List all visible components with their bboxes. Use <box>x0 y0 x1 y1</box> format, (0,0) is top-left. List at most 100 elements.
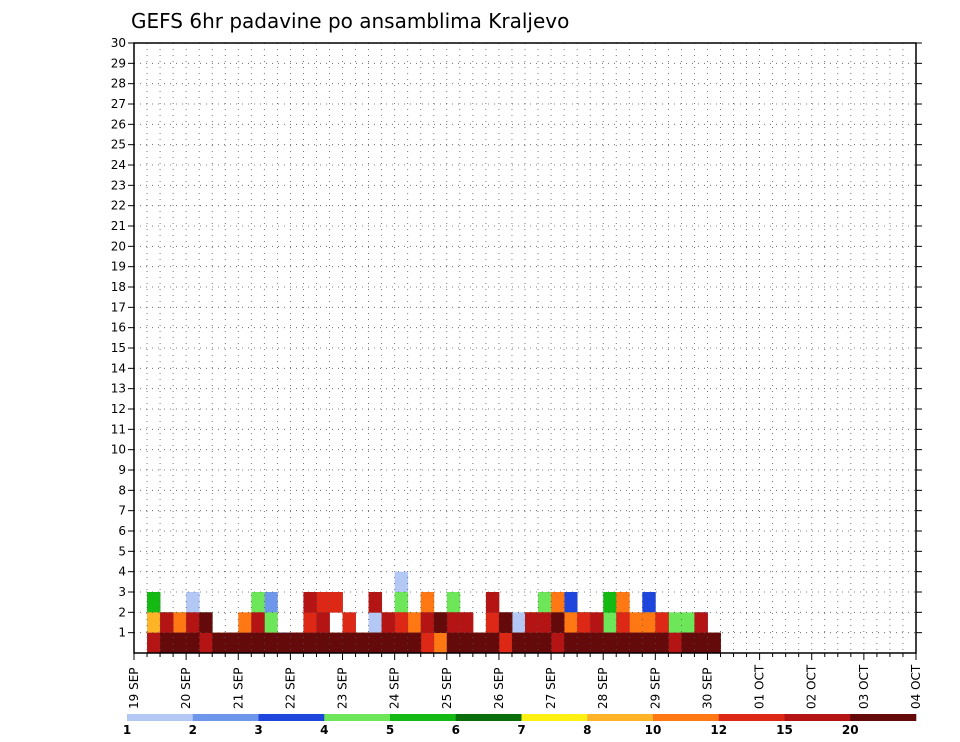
heat-cell <box>394 612 409 633</box>
x-tick-label: 20 SEP <box>179 667 193 709</box>
heat-cell <box>551 592 565 613</box>
heat-cell <box>160 612 174 633</box>
heat-cell <box>433 612 448 633</box>
y-tick-label: 11 <box>111 422 126 436</box>
heat-cell <box>238 612 252 633</box>
heat-cell <box>290 632 304 654</box>
heat-cell <box>251 592 265 613</box>
heat-cell <box>681 612 695 633</box>
legend-swatch <box>455 714 522 721</box>
legend-swatch <box>258 714 325 721</box>
heat-cell <box>525 612 539 633</box>
heat-cell <box>160 632 174 654</box>
y-axis-ticks: 1234567891011121314151617181920212223242… <box>111 36 922 640</box>
heat-cell <box>186 592 200 613</box>
heat-cell <box>707 632 721 654</box>
heat-cell <box>498 612 513 633</box>
legend-swatch <box>784 714 851 721</box>
y-tick-label: 10 <box>111 443 126 457</box>
heat-cell <box>355 632 369 654</box>
legend-label: 15 <box>776 723 793 737</box>
legend-label: 7 <box>517 723 525 737</box>
heat-cell <box>212 632 226 654</box>
heat-cell <box>564 592 578 613</box>
heat-cell <box>342 612 356 633</box>
x-tick-label: 25 SEP <box>440 667 454 709</box>
heat-cell <box>199 612 213 633</box>
heat-cell <box>446 612 461 633</box>
y-tick-label: 5 <box>118 544 126 558</box>
heat-cell <box>173 612 187 633</box>
heat-cell <box>368 592 383 613</box>
y-tick-label: 18 <box>111 280 126 294</box>
x-tick-label: 03 OCT <box>857 664 871 709</box>
x-tick-label: 24 SEP <box>388 667 402 709</box>
heat-cell <box>368 632 383 654</box>
x-tick-label: 04 OCT <box>909 664 923 709</box>
y-tick-label: 1 <box>118 626 126 640</box>
x-axis-ticks: 19 SEP 20 SEP 21 SEP 22 SEP 23 SEP 24 SEP 25 S… <box>127 653 923 709</box>
heat-cell <box>420 612 435 633</box>
heat-cell <box>459 632 474 654</box>
heat-cell <box>603 632 617 654</box>
y-tick-label: 6 <box>118 524 126 538</box>
x-tick-label: 29 SEP <box>648 667 662 709</box>
heat-cell <box>525 632 539 654</box>
heat-cell <box>316 612 330 633</box>
heat-cell <box>251 632 265 654</box>
heat-cell <box>381 612 396 633</box>
heat-cell <box>472 632 487 654</box>
y-tick-label: 17 <box>111 300 126 314</box>
legend-label: 1 <box>123 723 131 737</box>
heat-cell <box>485 592 500 613</box>
y-tick-label: 9 <box>118 463 126 477</box>
heat-cell <box>694 632 708 654</box>
y-tick-label: 24 <box>111 158 126 172</box>
legend-label: 6 <box>452 723 460 737</box>
heat-cell <box>577 632 591 654</box>
heat-cell <box>147 612 161 633</box>
heat-cell <box>538 632 552 654</box>
heat-cell <box>433 632 448 654</box>
legend-swatch <box>324 714 391 721</box>
y-tick-label: 13 <box>111 382 126 396</box>
legend-label: 8 <box>583 723 591 737</box>
heat-cell <box>577 612 591 633</box>
heat-cell <box>511 632 526 654</box>
heat-cell <box>511 612 526 633</box>
y-tick-label: 20 <box>111 239 126 253</box>
y-tick-label: 27 <box>111 97 126 111</box>
heat-cell <box>616 592 630 613</box>
heat-cell <box>551 612 565 633</box>
heat-cell <box>147 632 161 654</box>
heat-cell <box>629 612 643 633</box>
y-tick-label: 22 <box>111 199 126 213</box>
heat-cell <box>303 592 317 613</box>
heat-cell <box>394 571 409 593</box>
x-tick-label: 23 SEP <box>336 667 350 709</box>
legend-swatch <box>127 714 194 721</box>
legend-label: 20 <box>842 723 859 737</box>
heat-cell <box>642 592 656 613</box>
x-tick-label: 30 SEP <box>700 667 714 709</box>
y-tick-label: 3 <box>118 585 126 599</box>
legend-label: 10 <box>645 723 662 737</box>
heat-cell <box>186 612 200 633</box>
heat-cell <box>316 592 330 613</box>
heat-cell <box>264 592 278 613</box>
heat-cell <box>629 632 643 654</box>
heat-cell <box>251 612 265 633</box>
chart-title: GEFS 6hr padavine po ansamblima Kraljevo <box>131 9 569 33</box>
y-tick-label: 15 <box>111 341 126 355</box>
legend-label: 12 <box>710 723 727 737</box>
legend-swatch <box>390 714 457 721</box>
heat-cell <box>564 612 578 633</box>
heat-cell <box>186 632 200 654</box>
heat-cell <box>485 612 500 633</box>
heat-cell <box>394 632 409 654</box>
y-tick-label: 30 <box>111 36 126 50</box>
chart-gridlines <box>134 43 916 653</box>
y-tick-label: 14 <box>111 361 126 375</box>
legend-swatch <box>850 714 917 721</box>
